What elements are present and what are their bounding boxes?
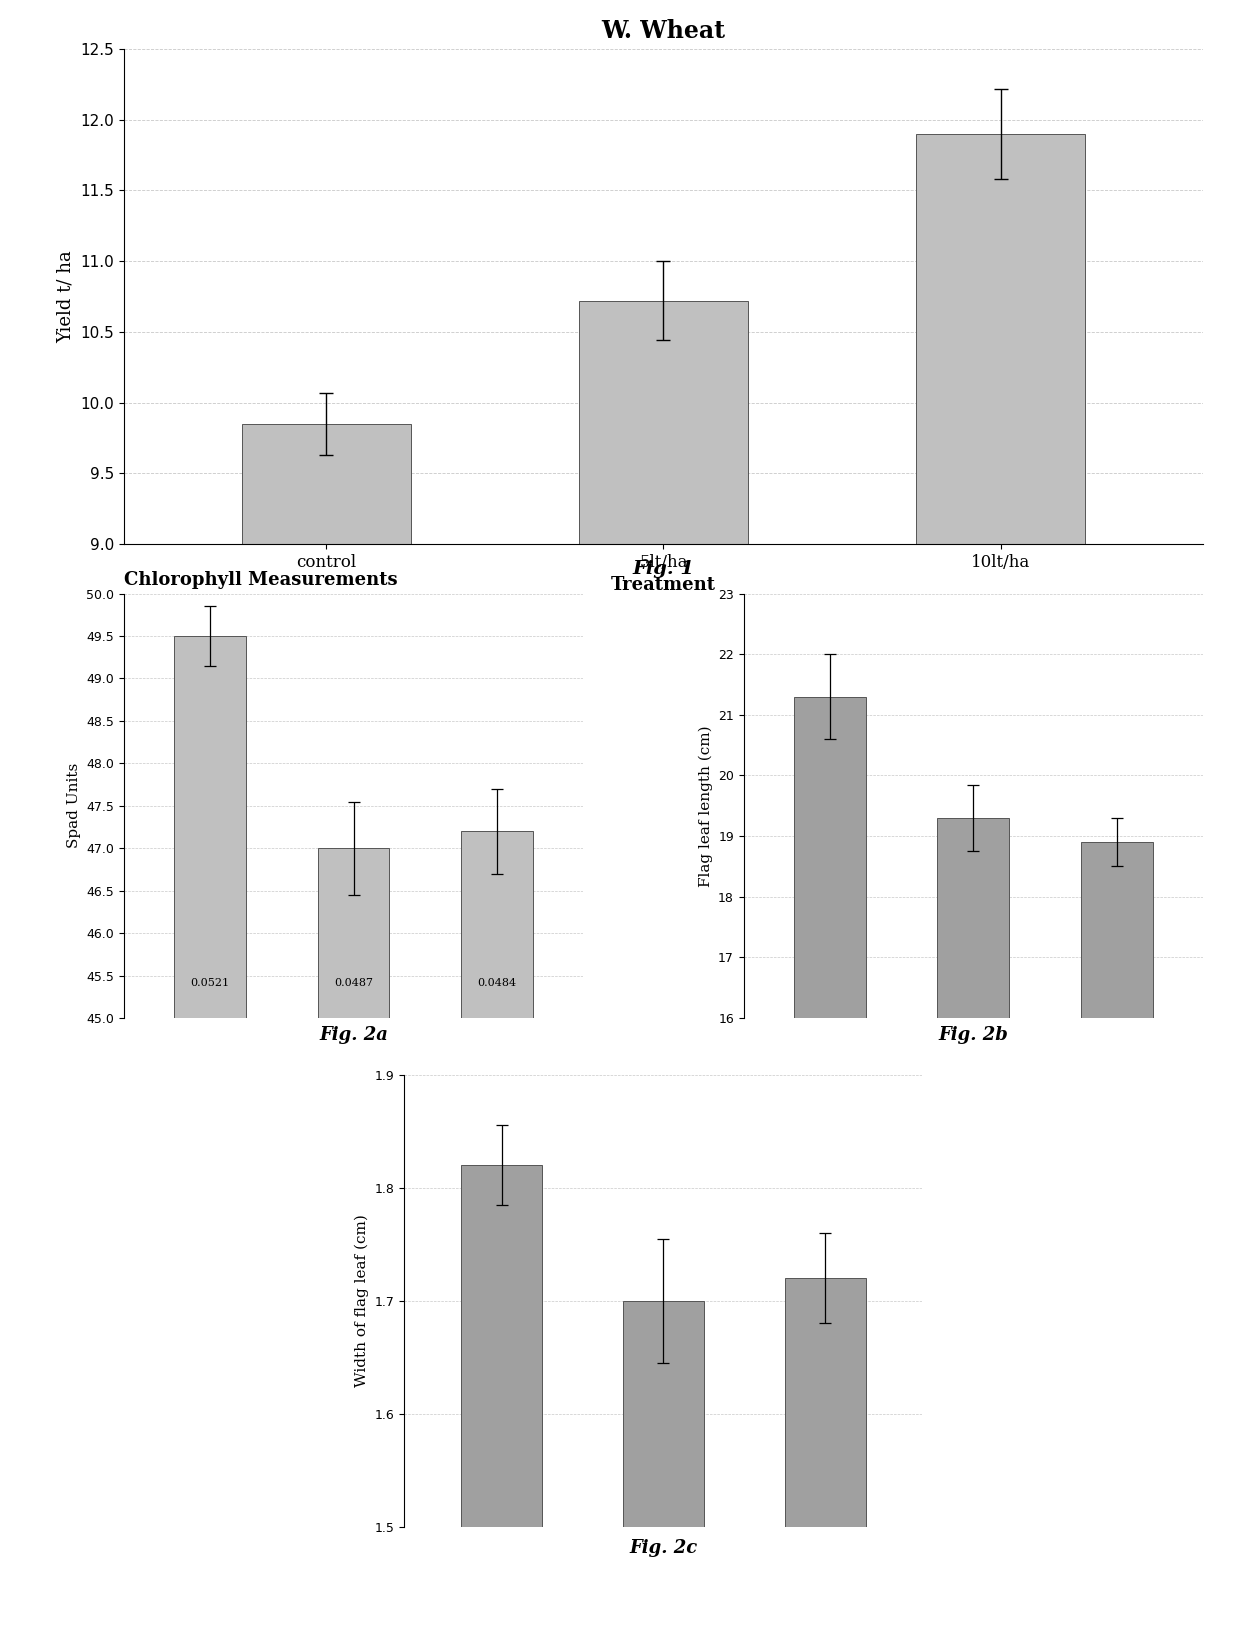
Bar — [1081, 842, 1153, 1635]
Bar — [622, 1301, 704, 1635]
Text: Fig. 1: Fig. 1 — [632, 559, 694, 577]
Text: Chlorophyll Measurements: Chlorophyll Measurements — [124, 571, 398, 589]
Y-axis label: Flag leaf length (cm): Flag leaf length (cm) — [698, 724, 713, 886]
Bar — [242, 423, 410, 1635]
Bar — [317, 849, 389, 1635]
Y-axis label: Spad Units: Spad Units — [67, 764, 81, 849]
Text: 0.0487: 0.0487 — [334, 978, 373, 988]
Text: Fig. 2a: Fig. 2a — [319, 1025, 388, 1043]
Bar — [461, 831, 533, 1635]
Bar — [785, 1279, 866, 1635]
Bar — [937, 818, 1009, 1635]
Bar — [916, 134, 1085, 1635]
Text: Fig. 2b: Fig. 2b — [939, 1025, 1008, 1043]
Bar — [461, 1166, 542, 1635]
Text: Fig. 2c: Fig. 2c — [629, 1540, 698, 1558]
Text: 0.0484: 0.0484 — [477, 978, 517, 988]
X-axis label: Treatment: Treatment — [611, 577, 715, 595]
Y-axis label: Width of flag leaf (cm): Width of flag leaf (cm) — [355, 1215, 370, 1386]
Bar — [174, 636, 246, 1635]
Title: W. Wheat: W. Wheat — [601, 20, 725, 43]
Y-axis label: Yield t/ ha: Yield t/ ha — [57, 250, 74, 343]
Bar — [794, 697, 866, 1635]
Text: 0.0521: 0.0521 — [191, 978, 229, 988]
Bar — [579, 301, 748, 1635]
